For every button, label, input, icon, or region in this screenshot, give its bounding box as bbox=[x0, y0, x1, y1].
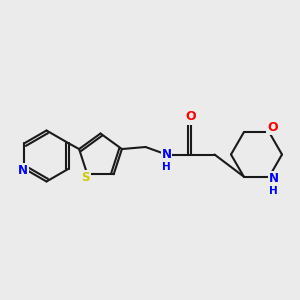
Text: H: H bbox=[269, 186, 278, 196]
Text: O: O bbox=[267, 122, 278, 134]
Text: N: N bbox=[269, 172, 279, 184]
Text: N: N bbox=[18, 164, 28, 177]
Text: S: S bbox=[82, 171, 90, 184]
Text: H: H bbox=[162, 162, 171, 172]
Text: O: O bbox=[185, 110, 196, 124]
Text: N: N bbox=[161, 148, 172, 161]
